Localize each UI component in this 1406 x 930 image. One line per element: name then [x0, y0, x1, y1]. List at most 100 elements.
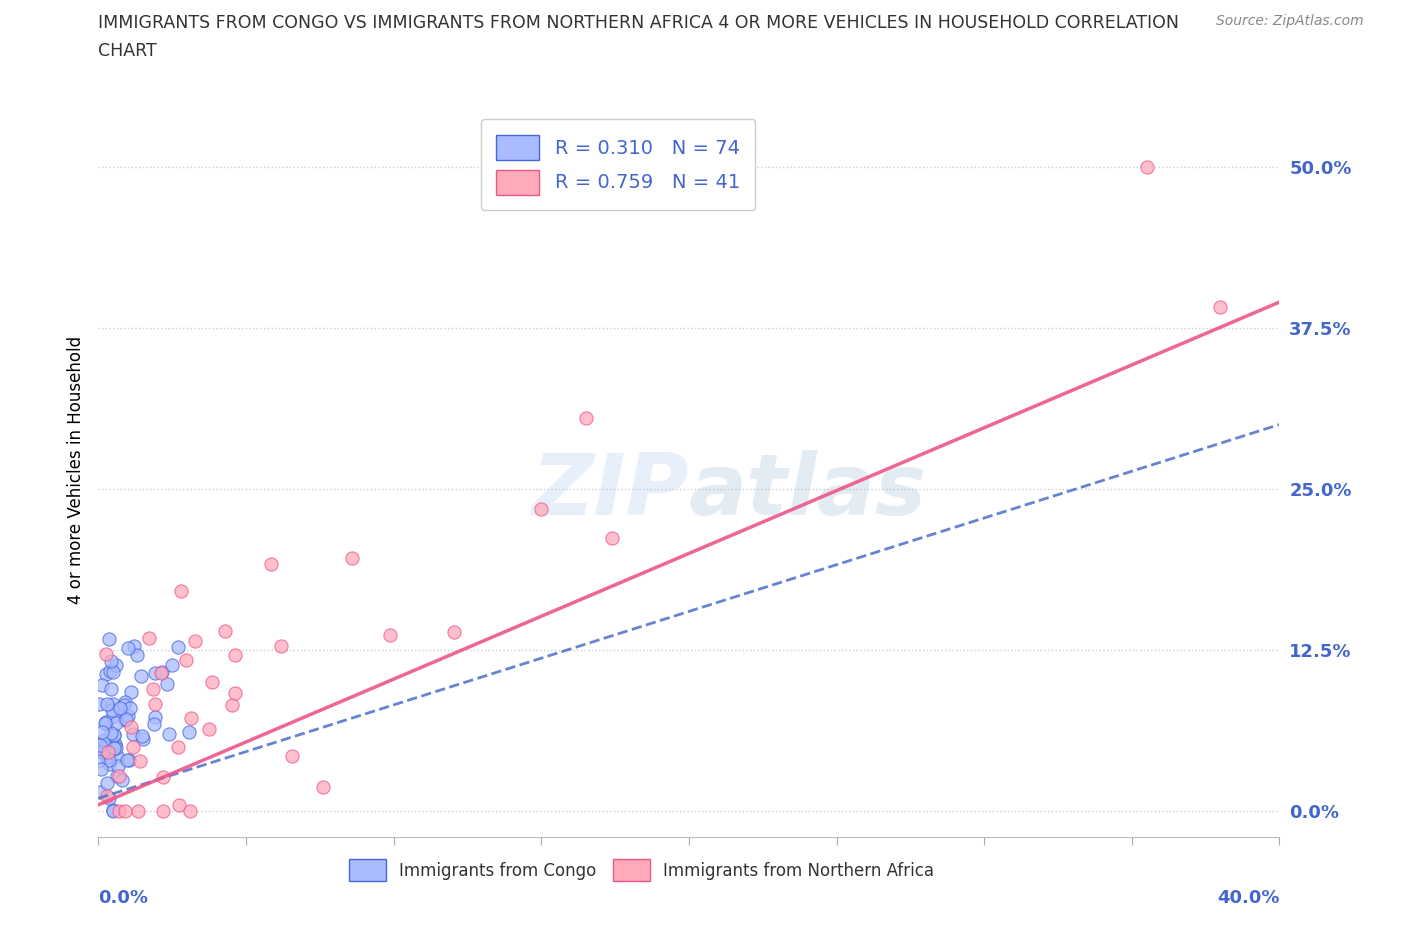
Text: CHART: CHART [98, 42, 157, 60]
Point [98, 663, 121, 678]
Point [198, 721, 221, 736]
Point [103, 727, 125, 742]
Point [101, 709, 124, 724]
Point [96, 697, 118, 711]
Point [224, 647, 246, 662]
Point [260, 556, 283, 571]
Point [98, 631, 121, 646]
Point [138, 631, 160, 645]
Point [122, 638, 145, 653]
Point [125, 647, 148, 662]
Point [156, 676, 179, 691]
Point [270, 638, 292, 653]
Point [143, 665, 166, 680]
Point [132, 732, 155, 747]
Point [160, 658, 183, 672]
Point [129, 753, 152, 768]
Text: atlas: atlas [689, 450, 927, 533]
Point [89, 785, 111, 800]
Point [96, 788, 118, 803]
Point [98, 752, 121, 767]
Point [152, 804, 174, 818]
Point [101, 743, 124, 758]
Point [167, 740, 190, 755]
Point [90, 724, 112, 739]
Point [120, 684, 142, 699]
Point [96, 776, 118, 790]
Point [112, 698, 135, 712]
Point [97, 744, 120, 759]
Point [87, 697, 110, 711]
Point [378, 627, 401, 642]
Point [145, 697, 167, 711]
Point [120, 720, 142, 735]
Point [443, 624, 465, 639]
Point [104, 716, 127, 731]
Text: Source: ZipAtlas.com: Source: ZipAtlas.com [1216, 14, 1364, 28]
Point [101, 804, 124, 818]
Point [100, 682, 122, 697]
Point [94, 716, 117, 731]
Point [94, 714, 117, 729]
Point [143, 710, 166, 724]
Point [180, 711, 202, 725]
Point [100, 702, 122, 717]
Point [89, 738, 111, 753]
Point [97, 790, 120, 805]
Point [150, 664, 173, 679]
Point [91, 745, 114, 760]
Point [340, 551, 363, 565]
Point [114, 694, 136, 709]
Point [120, 701, 142, 716]
Text: IMMIGRANTS FROM CONGO VS IMMIGRANTS FROM NORTHERN AFRICA 4 OR MORE VEHICLES IN H: IMMIGRANTS FROM CONGO VS IMMIGRANTS FROM… [98, 14, 1180, 32]
Point [1209, 299, 1232, 314]
Point [530, 501, 553, 516]
Point [103, 741, 125, 756]
Point [104, 737, 127, 751]
Legend: Immigrants from Congo, Immigrants from Northern Africa: Immigrants from Congo, Immigrants from N… [343, 853, 941, 887]
Point [104, 740, 127, 755]
Point [107, 759, 129, 774]
Point [108, 804, 131, 818]
Point [115, 752, 138, 767]
Point [94, 646, 117, 661]
Point [127, 804, 149, 818]
Point [93, 740, 115, 755]
Point [105, 748, 128, 763]
Point [114, 711, 136, 726]
Point [111, 772, 134, 787]
Point [170, 583, 193, 598]
Point [89, 738, 111, 753]
Point [602, 531, 624, 546]
Text: 0.0%: 0.0% [98, 888, 149, 907]
Point [100, 726, 122, 741]
Point [150, 665, 173, 680]
Point [143, 717, 166, 732]
Point [177, 724, 200, 739]
Point [101, 664, 124, 679]
Point [105, 768, 128, 783]
Point [87, 754, 110, 769]
Point [108, 700, 131, 715]
Point [575, 411, 598, 426]
Point [90, 678, 112, 693]
Point [108, 703, 131, 718]
Point [142, 682, 165, 697]
Point [157, 726, 180, 741]
Point [131, 669, 153, 684]
Point [90, 762, 112, 777]
Point [122, 739, 145, 754]
Point [166, 640, 188, 655]
Point [221, 698, 243, 712]
Point [114, 712, 136, 727]
Text: ZIP: ZIP [531, 450, 689, 533]
Point [103, 697, 125, 711]
Point [117, 641, 139, 656]
Point [224, 686, 246, 701]
Y-axis label: 4 or more Vehicles in Household: 4 or more Vehicles in Household [66, 336, 84, 604]
Point [101, 803, 124, 817]
Point [108, 769, 131, 784]
Point [174, 652, 197, 667]
Point [104, 658, 127, 673]
Point [93, 739, 115, 754]
